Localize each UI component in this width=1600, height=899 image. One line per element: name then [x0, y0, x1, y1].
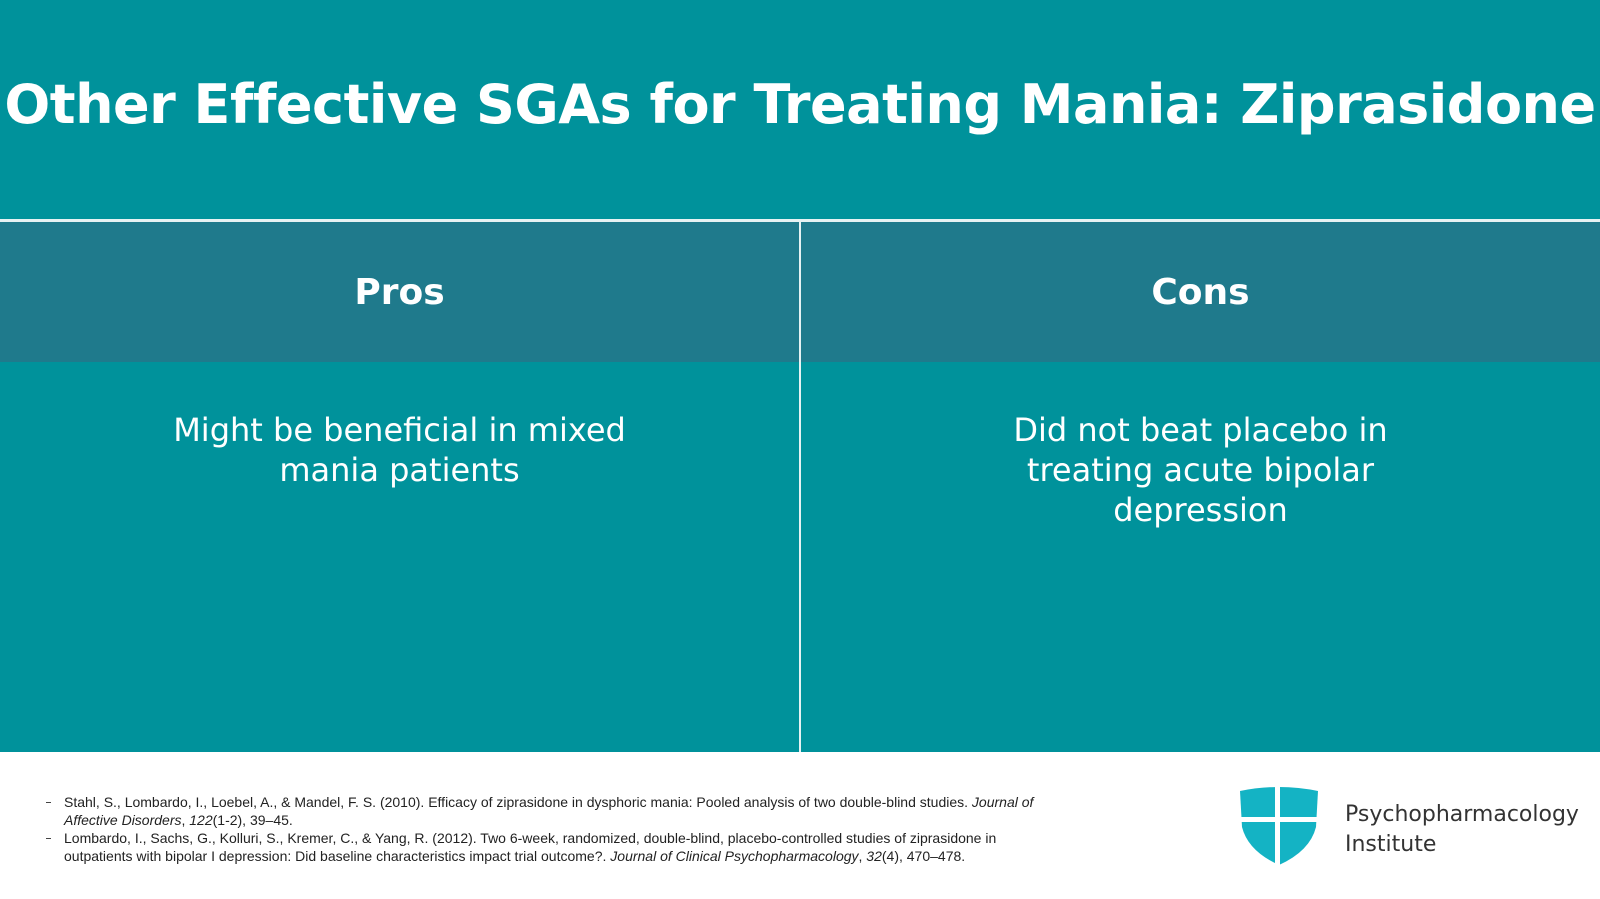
reference-text: Journal of Affective Disorders [64, 794, 1034, 828]
column-text: Might be beneficial in mixed mania patie… [173, 411, 626, 489]
column-text: Did not beat placebo in treating acute b… [1013, 411, 1388, 529]
reference-text: Journal of Clinical Psychopharmacology [610, 848, 859, 864]
reference-text: Stahl, S., Lombardo, I., Loebel, A., & M… [64, 794, 972, 810]
reference: Lombardo, I., Sachs, G., Kolluri, S., Kr… [44, 829, 1064, 865]
references: Stahl, S., Lombardo, I., Loebel, A., & M… [44, 793, 1064, 865]
bullet-dash [46, 838, 51, 839]
pros-column: Pros Might be beneficial in mixed mania … [0, 222, 799, 752]
reference-text: , [858, 848, 867, 864]
column-header: Pros [0, 222, 799, 362]
reference-text: (4), 470–478. [881, 848, 966, 864]
reference-text: 32 [866, 848, 882, 864]
logo-line: Psychopharmacology [1345, 802, 1579, 827]
logo-line: Institute [1345, 832, 1437, 857]
logo-text: Psychopharmacology Institute [1345, 800, 1579, 860]
cons-column: Cons Did not beat placebo in treating ac… [801, 222, 1600, 752]
bullet-dash [46, 802, 51, 803]
reference-text: (1-2), 39–45. [212, 812, 293, 828]
divider [799, 219, 801, 752]
reference-text: 122 [189, 812, 213, 828]
title: Other Effective SGAs for Treating Mania:… [4, 73, 1596, 136]
column-header: Cons [801, 222, 1600, 362]
reference: Stahl, S., Lombardo, I., Loebel, A., & M… [44, 793, 1064, 829]
header: Other Effective SGAs for Treating Mania:… [0, 0, 1600, 219]
reference-text: , [181, 812, 190, 828]
reference-text: Lombardo, I., Sachs, G., Kolluri, S., Kr… [64, 830, 997, 864]
logo-shield [1238, 787, 1320, 867]
